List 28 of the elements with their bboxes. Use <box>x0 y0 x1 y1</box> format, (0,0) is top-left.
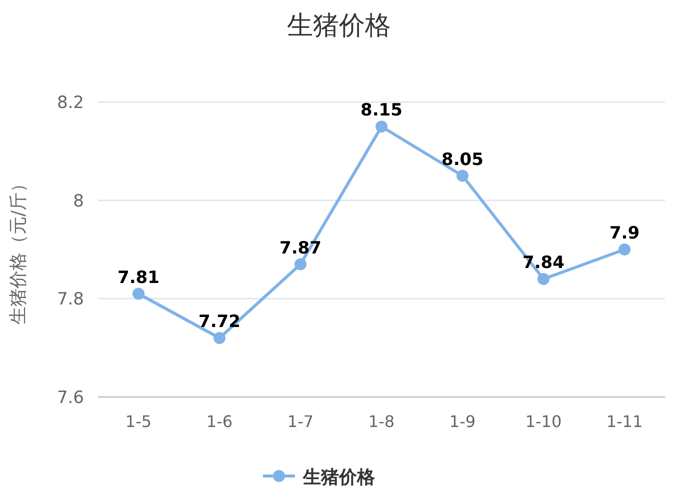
x-tick-label: 1-9 <box>449 412 476 431</box>
y-axis-title: 生猪价格（元/斤） <box>8 174 29 325</box>
point <box>132 288 144 300</box>
data-label: 8.05 <box>442 150 484 170</box>
x-tick-label: 1-6 <box>206 412 233 431</box>
x-tick-label: 1-8 <box>368 412 395 431</box>
x-tick-label: 1-7 <box>287 412 314 431</box>
point <box>456 170 468 182</box>
point <box>294 258 306 270</box>
y-tick-label: 7.6 <box>56 388 84 408</box>
y-tick-label: 7.8 <box>56 290 84 310</box>
data-label: 7.72 <box>198 312 240 332</box>
point <box>376 120 388 133</box>
point <box>618 244 630 256</box>
data-label: 7.84 <box>522 253 565 273</box>
chart-title: 生猪价格 <box>287 11 391 41</box>
data-label: 7.87 <box>280 238 322 258</box>
legend-label: 生猪价格 <box>302 467 376 488</box>
point <box>214 332 226 344</box>
y-tick-label: 8 <box>73 191 84 212</box>
x-tick-label: 1-11 <box>606 412 643 431</box>
point <box>538 273 550 285</box>
data-label: 7.9 <box>609 224 640 244</box>
x-tick-label: 1-10 <box>525 412 562 431</box>
y-tick-label: 8.2 <box>56 93 84 113</box>
data-label: 8.15 <box>360 100 402 121</box>
data-label: 7.81 <box>118 268 160 288</box>
x-tick-label: 1-5 <box>125 412 152 431</box>
